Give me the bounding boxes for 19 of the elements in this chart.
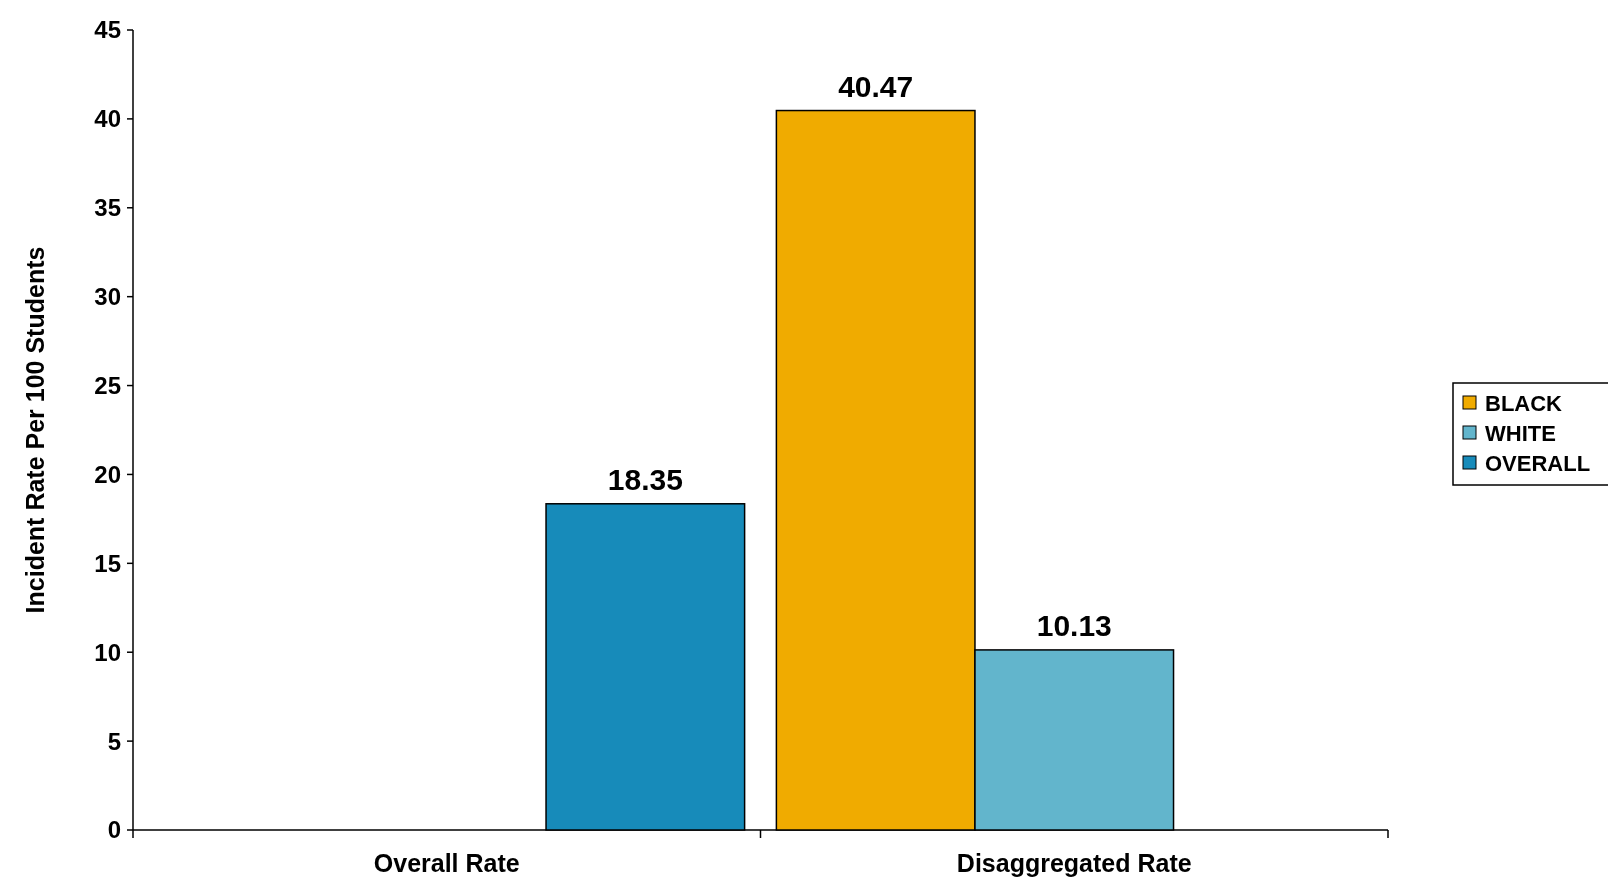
data-label: 40.47 — [838, 69, 914, 103]
x-tick-label: Disaggregated Rate — [956, 849, 1192, 877]
y-axis-title: Incident Rate Per 100 Students — [21, 246, 49, 614]
legend-label: OVERALL — [1485, 450, 1591, 476]
legend-label: BLACK — [1485, 390, 1563, 416]
legend-label: WHITE — [1485, 420, 1556, 446]
y-tick-label: 30 — [94, 283, 121, 311]
y-tick-label: 5 — [107, 727, 121, 755]
y-tick-label: 35 — [94, 194, 121, 222]
x-tick-label: Overall Rate — [373, 849, 520, 877]
y-tick-label: 0 — [107, 816, 121, 844]
data-label: 18.35 — [607, 462, 683, 496]
y-tick-label: 45 — [94, 16, 121, 44]
y-tick-label: 25 — [94, 371, 121, 399]
y-tick-label: 20 — [94, 460, 121, 488]
data-label: 10.13 — [1036, 608, 1112, 642]
y-tick-label: 40 — [94, 105, 121, 133]
y-tick-label: 10 — [94, 638, 121, 666]
y-tick-label: 15 — [94, 549, 121, 577]
